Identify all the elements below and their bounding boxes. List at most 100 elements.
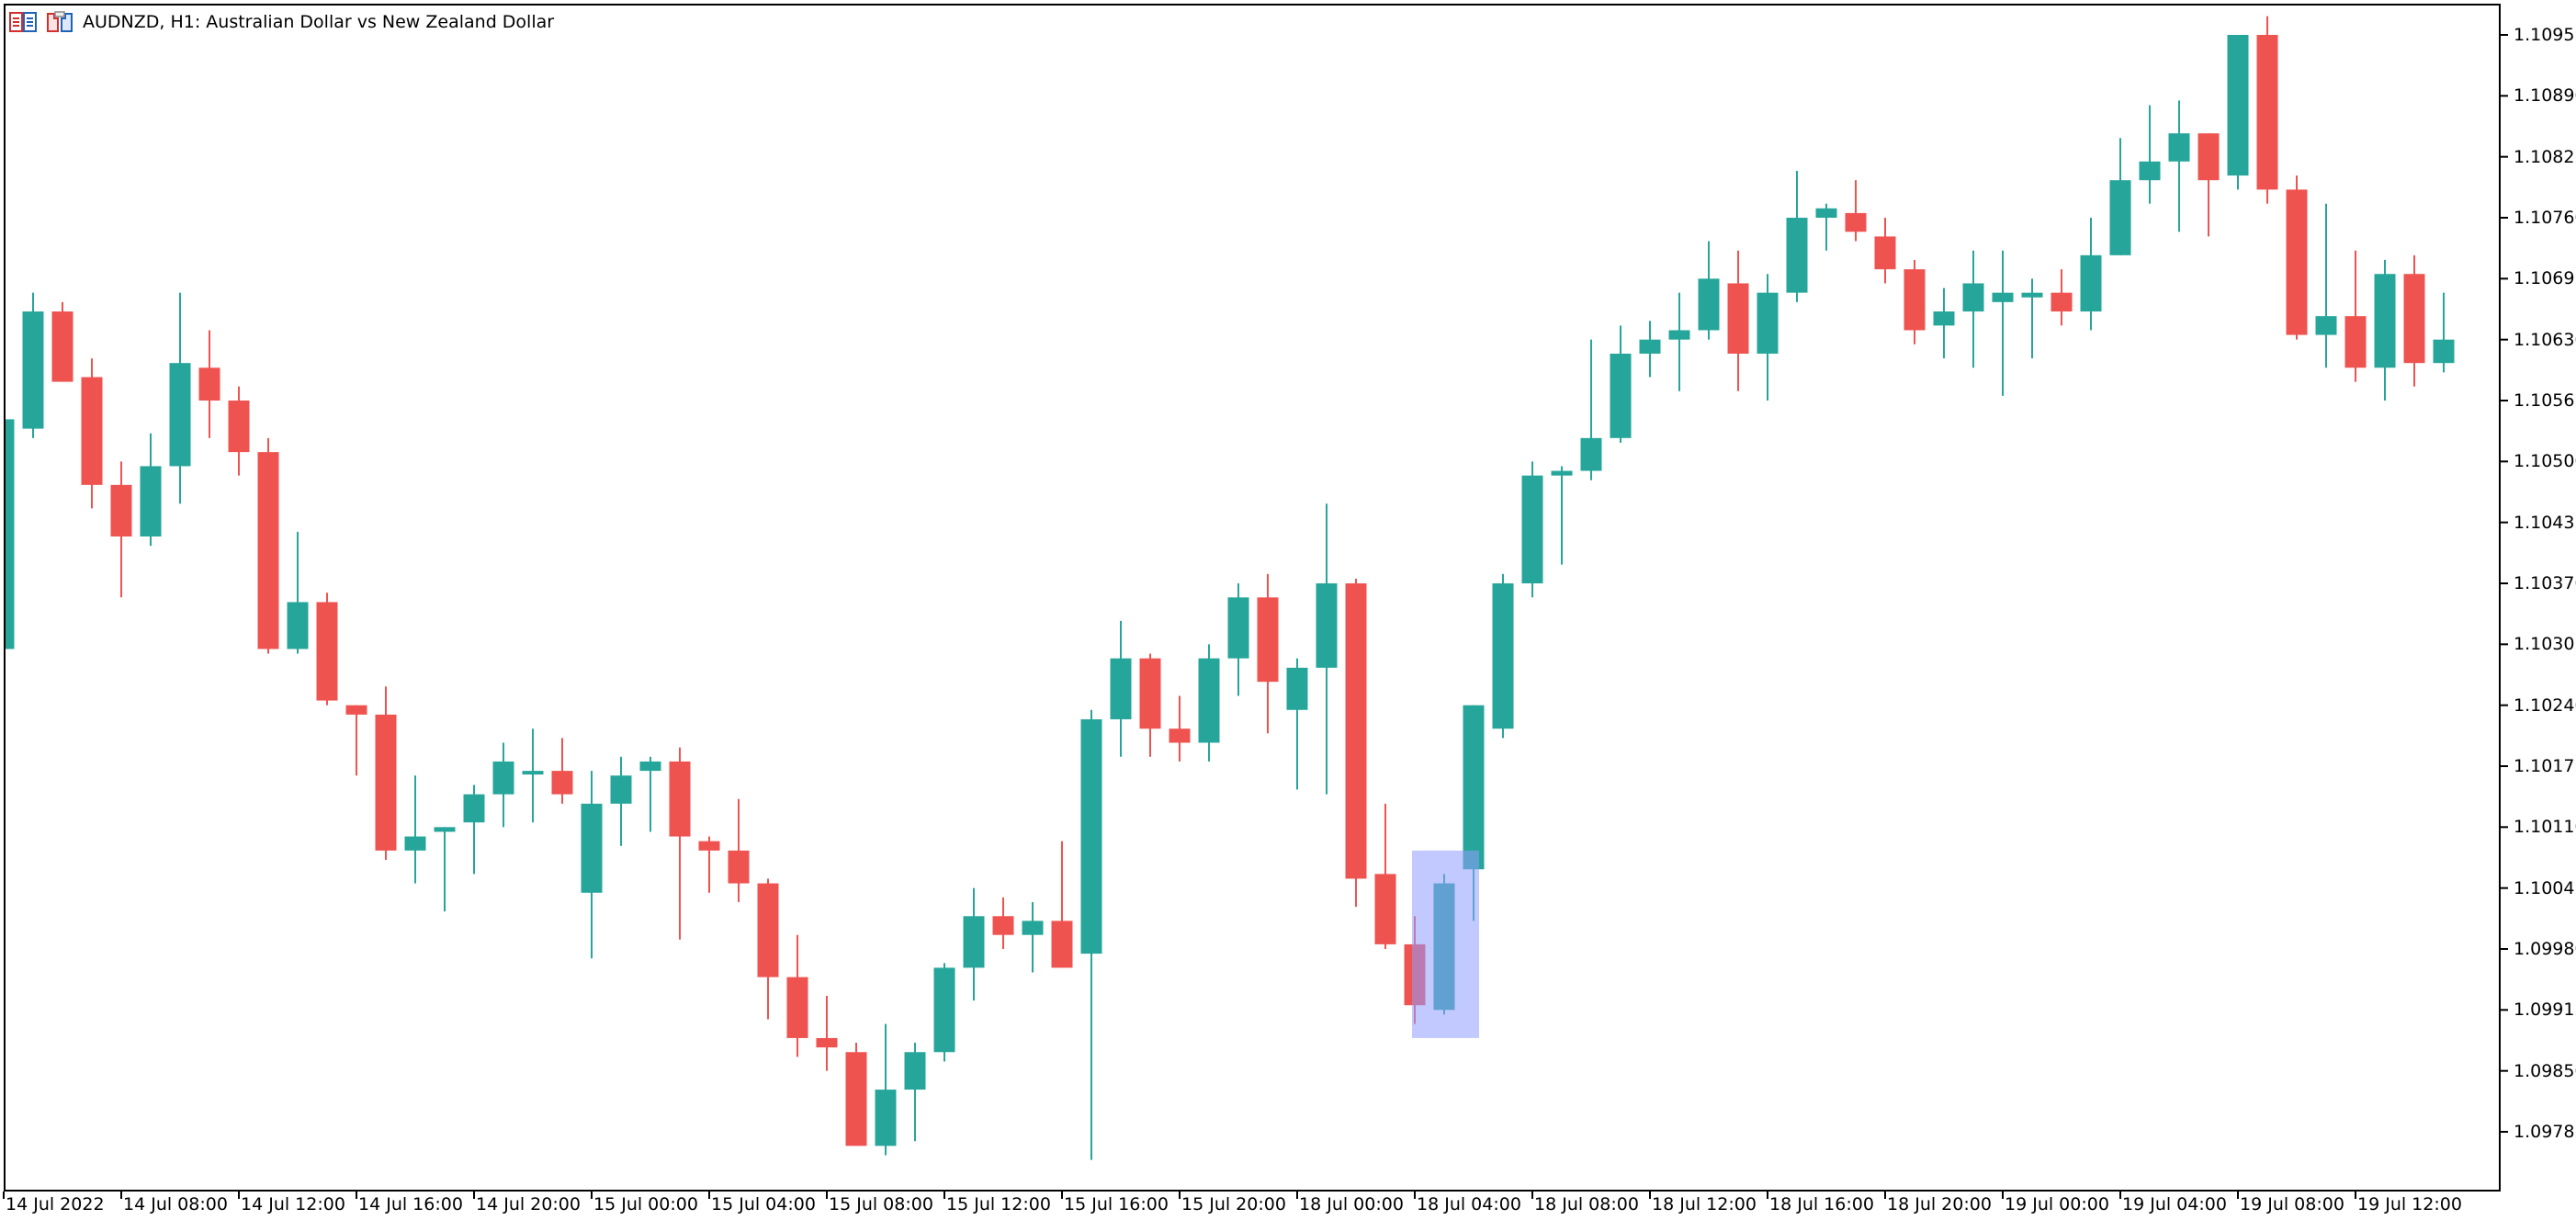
candle [1492, 573, 1514, 739]
candle [1198, 644, 1220, 762]
candle [1139, 653, 1161, 757]
time-tick-label: 18 Jul 00:00 [1299, 1194, 1404, 1214]
candle [2433, 292, 2455, 373]
candle [2374, 259, 2396, 401]
candle [404, 775, 426, 884]
candle [140, 433, 162, 547]
candle [1668, 292, 1690, 391]
time-tick-label: 19 Jul 08:00 [2240, 1194, 2344, 1214]
candle [1051, 841, 1073, 968]
candle [1639, 321, 1661, 378]
candle [228, 386, 250, 476]
candle [2256, 16, 2278, 204]
candle [1815, 203, 1837, 251]
price-tick-label: 1.09915 [2514, 1000, 2576, 1021]
candle [933, 963, 955, 1062]
candle [1874, 217, 1896, 284]
time-tick-label: 18 Jul 08:00 [1534, 1194, 1639, 1214]
candle [610, 756, 632, 846]
chart-title-bar: AUDNZD, H1: Australian Dollar vs New Zea… [9, 7, 554, 37]
candle [757, 878, 779, 1020]
highlight-rectangle[interactable] [1412, 850, 1479, 1038]
candle [2109, 138, 2131, 255]
candle [169, 292, 191, 504]
candle [698, 836, 720, 893]
chart-title: AUDNZD, H1: Australian Dollar vs New Zea… [83, 12, 555, 32]
candle [1786, 170, 1808, 302]
time-tick-label: 18 Jul 04:00 [1417, 1194, 1521, 1214]
time-tick-label: 15 Jul 08:00 [829, 1194, 933, 1214]
candle [551, 738, 573, 804]
candle [1933, 288, 1955, 359]
candle [522, 729, 544, 823]
candle [845, 1043, 867, 1147]
candle [1521, 461, 1543, 598]
candle [198, 330, 220, 438]
time-tick-label: 18 Jul 12:00 [1652, 1194, 1757, 1214]
time-tick-label: 14 Jul 2022 [6, 1194, 105, 1214]
candle [2198, 133, 2220, 237]
candle [2344, 250, 2367, 382]
time-tick-label: 14 Jul 12:00 [241, 1194, 345, 1214]
candle [581, 771, 603, 959]
candle [1698, 241, 1720, 340]
price-tick-label: 1.09850 [2514, 1060, 2576, 1081]
candle [257, 437, 279, 654]
chart-list-icon[interactable] [9, 11, 37, 33]
candle [2403, 254, 2425, 387]
price-tick-label: 1.10825 [2514, 146, 2576, 167]
chart-frame[interactable] [4, 4, 2501, 1192]
time-tick-label: 14 Jul 08:00 [123, 1194, 228, 1214]
price-tick-label: 1.10175 [2514, 755, 2576, 776]
candle [639, 756, 661, 832]
candle [728, 798, 750, 902]
candle [463, 785, 485, 875]
candle [2080, 217, 2102, 331]
candle [1757, 274, 1779, 401]
candle [1080, 709, 1102, 1160]
time-tick-label: 15 Jul 04:00 [711, 1194, 816, 1214]
candle [434, 827, 456, 912]
chart-window-icon[interactable] [46, 11, 73, 33]
candle [816, 996, 838, 1071]
candle [992, 897, 1014, 949]
time-tick-label: 19 Jul 12:00 [2357, 1194, 2462, 1214]
candle [786, 934, 808, 1057]
candle [1227, 582, 1249, 696]
price-tick-label: 1.10890 [2514, 85, 2576, 107]
time-tick-label: 14 Jul 20:00 [476, 1194, 581, 1214]
candle [1345, 578, 1367, 908]
candle [1962, 250, 1984, 368]
price-tick-label: 1.10760 [2514, 207, 2576, 228]
candle [2051, 269, 2073, 326]
price-tick-label: 1.10045 [2514, 877, 2576, 898]
candle [1992, 250, 2014, 396]
time-tick-label: 14 Jul 16:00 [358, 1194, 463, 1214]
candle [110, 461, 132, 598]
candle [81, 358, 103, 509]
candle [22, 292, 44, 438]
price-tick-label: 1.10955 [2514, 25, 2576, 45]
price-tick-label: 1.09980 [2514, 938, 2576, 959]
candle [1580, 339, 1602, 480]
time-tick-label: 15 Jul 16:00 [1064, 1194, 1169, 1214]
candle [963, 887, 985, 1001]
price-tick-label: 1.10305 [2514, 634, 2576, 655]
price-tick-label: 1.10435 [2514, 512, 2576, 533]
candle [316, 593, 338, 706]
candle [492, 742, 514, 828]
time-tick-label: 19 Jul 04:00 [2122, 1194, 2227, 1214]
price-tick-label: 1.10630 [2514, 329, 2576, 350]
candle [669, 747, 691, 940]
candle [2139, 105, 2161, 204]
candle [1845, 180, 1867, 242]
time-tick-label: 18 Jul 20:00 [1887, 1194, 1992, 1214]
price-tick-label: 1.10695 [2514, 268, 2576, 289]
price-tick-label: 1.10500 [2514, 451, 2576, 472]
candle [2227, 35, 2249, 190]
candle [904, 1043, 926, 1142]
candle [875, 1023, 897, 1156]
time-tick-label: 19 Jul 00:00 [2005, 1194, 2109, 1214]
price-tick-label: 1.09785 [2514, 1121, 2576, 1142]
